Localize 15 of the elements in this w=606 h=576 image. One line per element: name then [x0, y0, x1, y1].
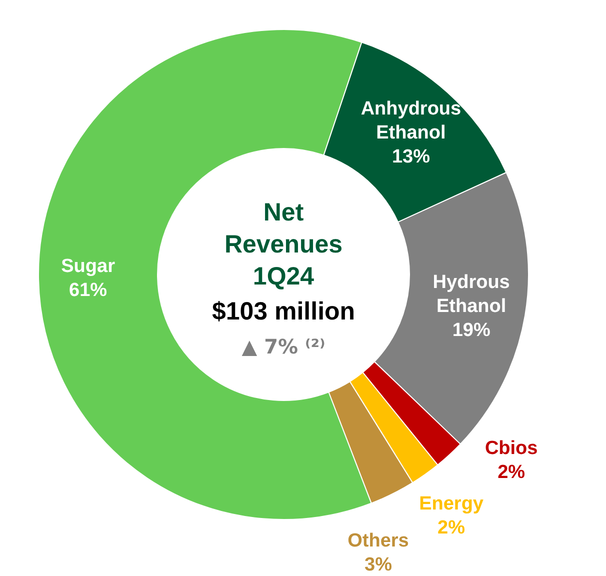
- data-label: 61%: [69, 280, 108, 302]
- slice-label: Hydrous Ethanol: [432, 272, 510, 317]
- slice-label: Cbios: [484, 438, 538, 459]
- slice-label: Sugar: [61, 256, 116, 278]
- data-label: 19%: [452, 320, 490, 341]
- data-label: 3%: [364, 554, 392, 576]
- slice-label: Energy: [419, 493, 484, 514]
- slice-label: Others: [348, 530, 409, 552]
- data-label: 2%: [498, 462, 526, 483]
- data-label: 2%: [438, 517, 466, 538]
- slice-label: Anhydrous Ethanol: [360, 98, 462, 144]
- text: ▲ 7% ⁽²⁾: [242, 334, 326, 358]
- text: Net Revenues 1Q24: [224, 198, 343, 290]
- text: $103 million: [212, 298, 356, 326]
- data-label: 13%: [392, 146, 430, 168]
